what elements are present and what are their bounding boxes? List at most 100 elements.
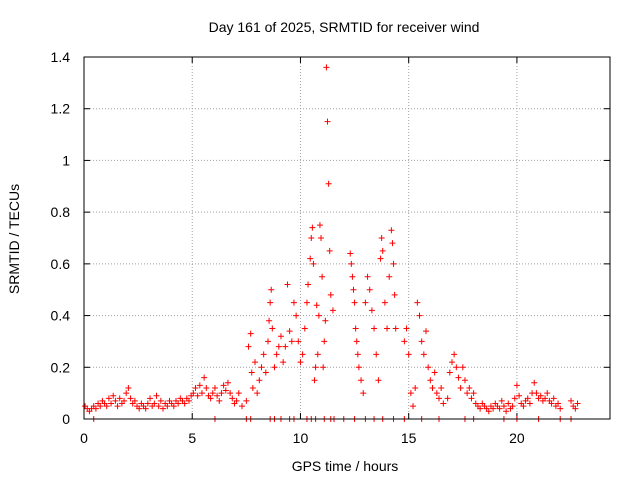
data-point — [308, 235, 315, 241]
data-point — [416, 312, 423, 319]
data-point — [220, 382, 227, 389]
data-point — [127, 395, 134, 402]
data-point — [309, 224, 316, 231]
data-point — [185, 397, 192, 404]
data-point — [358, 377, 365, 384]
data-point — [147, 395, 154, 402]
data-point — [290, 299, 297, 306]
data-point — [354, 351, 361, 358]
data-point — [136, 405, 143, 412]
data-point — [423, 328, 430, 335]
data-point — [440, 400, 447, 407]
data-point — [362, 299, 369, 306]
x-tick-label: 15 — [401, 430, 417, 446]
data-point — [381, 299, 388, 306]
data-point — [352, 325, 359, 332]
data-point — [429, 384, 436, 391]
data-point — [323, 64, 330, 71]
data-point — [351, 299, 358, 306]
data-point — [455, 374, 462, 381]
y-tick-label: 1 — [62, 152, 70, 168]
data-point — [355, 364, 362, 371]
data-point — [509, 403, 516, 410]
data-point — [249, 384, 256, 391]
data-points — [82, 64, 581, 422]
data-point — [97, 403, 104, 410]
data-point — [175, 400, 182, 407]
data-point — [433, 390, 440, 397]
data-point — [288, 338, 295, 345]
data-point — [320, 364, 327, 371]
data-point — [505, 400, 512, 407]
data-point — [405, 351, 412, 358]
data-point — [235, 390, 242, 397]
data-point — [542, 395, 549, 402]
data-point — [379, 247, 386, 254]
data-point — [557, 405, 564, 412]
data-point — [373, 351, 380, 358]
data-point — [548, 400, 555, 407]
y-tick-label: 0.2 — [51, 359, 71, 375]
data-point — [457, 384, 464, 391]
data-point — [425, 364, 432, 371]
data-point — [280, 359, 287, 366]
grid-lines — [84, 57, 610, 419]
data-point — [284, 281, 291, 288]
data-point — [203, 384, 210, 391]
data-point — [451, 351, 458, 358]
data-point — [248, 369, 255, 376]
data-point — [196, 382, 203, 389]
data-point — [524, 395, 531, 402]
data-point — [256, 377, 263, 384]
data-point — [414, 299, 421, 306]
data-point — [353, 338, 360, 345]
data-point — [198, 390, 205, 397]
data-point — [435, 395, 442, 402]
y-axis: 0 0.2 0.4 0.6 0.8 1 1.2 1.4 — [51, 49, 610, 427]
data-point — [516, 392, 523, 399]
data-point — [151, 400, 158, 407]
data-point — [125, 384, 132, 391]
data-point — [224, 379, 231, 386]
data-point — [277, 333, 284, 340]
data-point — [375, 377, 382, 384]
data-point — [123, 390, 130, 397]
data-point — [485, 408, 492, 415]
data-point — [574, 400, 581, 407]
data-point — [209, 390, 216, 397]
data-point — [438, 384, 445, 391]
data-point — [327, 291, 334, 298]
data-point — [500, 403, 507, 410]
data-point — [427, 377, 434, 384]
data-point — [388, 227, 395, 234]
data-point — [348, 260, 355, 267]
data-point — [391, 291, 398, 298]
data-point — [282, 343, 289, 350]
data-point — [350, 286, 357, 293]
data-point — [321, 338, 328, 345]
data-point — [513, 382, 520, 389]
data-point — [418, 338, 425, 345]
plot-frame — [83, 56, 611, 420]
data-point — [268, 286, 275, 293]
data-point — [269, 325, 276, 332]
x-tick-label: 5 — [188, 430, 196, 446]
data-point — [190, 390, 197, 397]
data-point — [349, 273, 356, 280]
data-point — [116, 395, 123, 402]
x-axis-label: GPS time / hours — [292, 458, 399, 474]
data-point — [92, 405, 99, 412]
data-point — [511, 395, 518, 402]
data-point — [371, 325, 378, 332]
data-point — [325, 180, 332, 187]
data-point — [142, 405, 149, 412]
y-tick-label: 0.6 — [51, 256, 71, 272]
data-point — [364, 273, 371, 280]
data-point — [222, 387, 229, 394]
data-point — [121, 397, 128, 404]
data-point — [301, 325, 308, 332]
data-point — [293, 312, 300, 319]
data-point — [157, 397, 164, 404]
chart-title: Day 161 of 2025, SRMTID for receiver win… — [209, 19, 480, 35]
data-point — [446, 369, 453, 376]
